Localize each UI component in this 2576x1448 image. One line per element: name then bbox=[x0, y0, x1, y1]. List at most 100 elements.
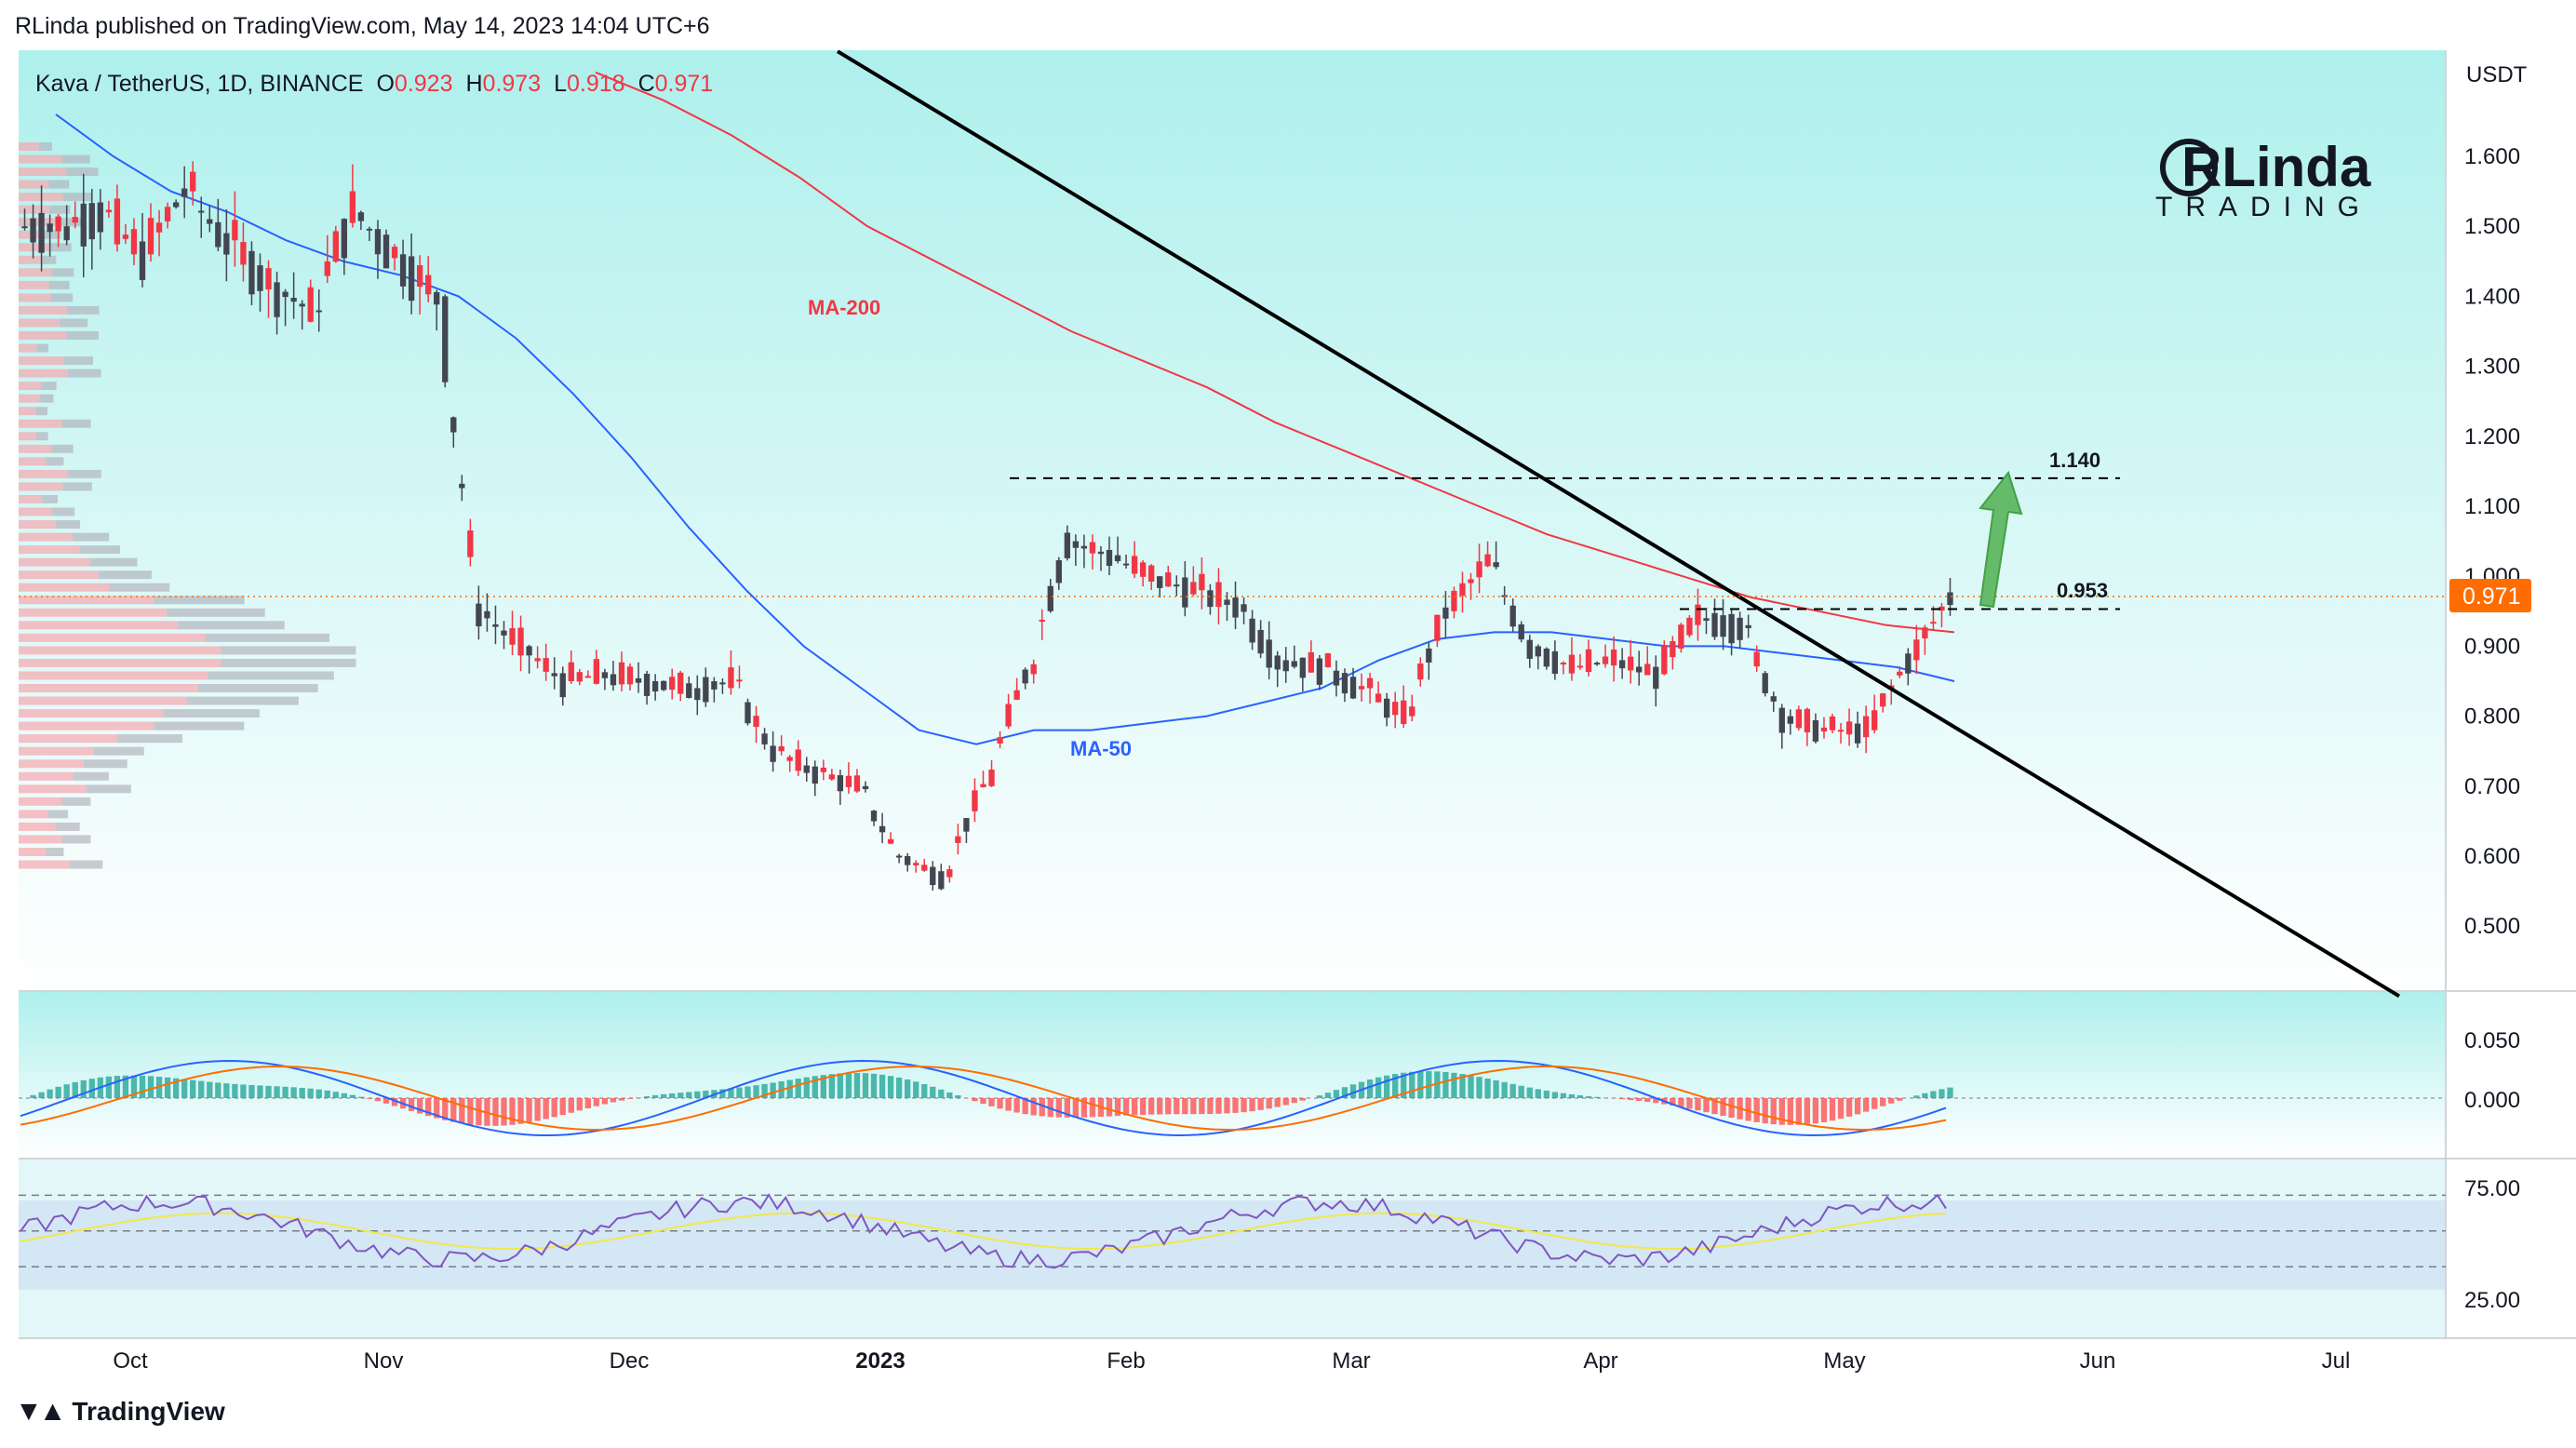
macd-histogram-bar bbox=[651, 1094, 659, 1098]
candle-body bbox=[887, 838, 894, 844]
macd-histogram-bar bbox=[1493, 1079, 1499, 1098]
candle-body bbox=[215, 221, 221, 248]
candle-body bbox=[1560, 663, 1567, 665]
trendline[interactable] bbox=[836, 49, 2401, 999]
volume-bar-up bbox=[19, 734, 117, 744]
volume-bar-down bbox=[208, 671, 334, 680]
volume-bar-down bbox=[51, 444, 74, 453]
macd-histogram-bar bbox=[905, 1079, 911, 1098]
macd-histogram-bar bbox=[601, 1098, 609, 1105]
volume-bar-up bbox=[19, 520, 56, 530]
macd-histogram-bar bbox=[147, 1076, 154, 1098]
macd-histogram-bar bbox=[1897, 1098, 1903, 1101]
candle-body bbox=[795, 749, 801, 771]
candle-body bbox=[1199, 573, 1205, 591]
candle-body bbox=[1812, 720, 1819, 742]
volume-bar-up bbox=[19, 507, 53, 516]
volume-bar-down bbox=[89, 557, 138, 567]
macd-histogram-bar bbox=[1644, 1098, 1651, 1103]
macd-histogram-bar bbox=[1568, 1093, 1576, 1098]
volume-bar-up bbox=[19, 168, 67, 177]
tradingview-icon: ▼▲ bbox=[15, 1396, 66, 1427]
macd-histogram-bar bbox=[240, 1084, 247, 1098]
macd-histogram-bar bbox=[1324, 1093, 1332, 1098]
macd-histogram-bar bbox=[1383, 1075, 1390, 1098]
candle-body bbox=[1476, 561, 1483, 578]
macd-histogram-bar bbox=[265, 1085, 272, 1098]
volume-bar-up bbox=[19, 141, 39, 151]
rsi-tick-75: 75.00 bbox=[2464, 1176, 2520, 1201]
volume-bar-up bbox=[19, 369, 69, 378]
candle-body bbox=[501, 630, 507, 636]
candle-body bbox=[223, 233, 230, 255]
macd-histogram-bar bbox=[728, 1088, 734, 1098]
ma50-line bbox=[55, 114, 1955, 745]
candle-body bbox=[1139, 562, 1147, 577]
macd-histogram-bar bbox=[895, 1077, 903, 1098]
candle-body bbox=[1728, 613, 1735, 644]
volume-bar-up bbox=[19, 469, 69, 478]
candle-body bbox=[1215, 582, 1222, 608]
macd-histogram-bar bbox=[324, 1090, 330, 1098]
volume-bar-up bbox=[19, 343, 37, 353]
candle-body bbox=[332, 231, 339, 262]
tradingview-footer[interactable]: ▼▲ TradingView bbox=[15, 1396, 225, 1428]
time-label: Oct bbox=[113, 1348, 148, 1374]
macd-histogram-bar bbox=[442, 1098, 449, 1120]
macd-histogram-bar bbox=[1913, 1095, 1920, 1098]
candle-body bbox=[736, 679, 743, 682]
candle-body bbox=[1131, 556, 1138, 574]
candle-body bbox=[1880, 693, 1886, 707]
candle-body bbox=[299, 303, 305, 307]
time-axis[interactable]: Oct Nov Dec 2023 Feb Mar Apr May Jun Jul bbox=[113, 1348, 2350, 1374]
macd-histogram-bar bbox=[1174, 1098, 1180, 1115]
candle-body bbox=[694, 688, 701, 701]
candle-body bbox=[601, 672, 609, 678]
macd-histogram-bar bbox=[543, 1098, 549, 1120]
macd-histogram-bar bbox=[1636, 1098, 1643, 1102]
macd-histogram-bar bbox=[1770, 1098, 1777, 1125]
macd-histogram-bar bbox=[1089, 1098, 1096, 1118]
candle-body bbox=[1610, 649, 1617, 666]
macd-histogram-bar bbox=[930, 1086, 936, 1098]
macd-histogram-bar bbox=[643, 1096, 651, 1098]
candle-body bbox=[1585, 649, 1592, 673]
price-axis[interactable]: 1.6001.5001.4001.3001.2001.1001.0000.900… bbox=[2464, 144, 2520, 939]
candle-body bbox=[274, 282, 280, 317]
macd-histogram-bar bbox=[1804, 1098, 1811, 1125]
volume-bar-down bbox=[55, 822, 80, 831]
volume-bar-down bbox=[166, 608, 265, 617]
volume-bar-down bbox=[221, 646, 356, 655]
candle-body bbox=[1947, 592, 1953, 606]
macd-histogram-bar bbox=[803, 1077, 810, 1098]
macd-histogram-bar bbox=[223, 1083, 230, 1098]
macd-histogram-bar bbox=[382, 1098, 390, 1104]
candle-body bbox=[248, 250, 255, 295]
volume-bar-up bbox=[19, 684, 198, 693]
candle-body bbox=[97, 202, 103, 233]
macd-histogram-bar bbox=[988, 1098, 995, 1106]
candle-body bbox=[626, 666, 634, 685]
candle-body bbox=[434, 291, 440, 305]
candle-body bbox=[1274, 655, 1281, 670]
macd-histogram-bar bbox=[1291, 1098, 1297, 1104]
candle-body bbox=[1122, 563, 1130, 566]
macd-histogram-bar bbox=[425, 1098, 432, 1117]
macd-histogram-bar bbox=[1366, 1079, 1374, 1098]
macd-histogram-bar bbox=[1064, 1098, 1070, 1118]
horizontal-levels[interactable] bbox=[19, 476, 2446, 610]
volume-bar-up bbox=[19, 721, 154, 731]
macd-histogram-bar bbox=[332, 1092, 339, 1098]
volume-bar-up bbox=[19, 243, 51, 252]
macd-histogram-bar bbox=[1670, 1098, 1676, 1106]
time-label: Jun bbox=[2080, 1348, 2116, 1374]
candle-body bbox=[1787, 716, 1793, 724]
macd-histogram-bar bbox=[38, 1092, 45, 1098]
macd-histogram-bar bbox=[1862, 1098, 1870, 1112]
candle-body bbox=[1551, 650, 1559, 675]
macd-histogram-bar bbox=[997, 1098, 1003, 1109]
macd-histogram-bar bbox=[745, 1086, 751, 1098]
candle-body bbox=[1862, 716, 1870, 738]
macd-histogram-bar bbox=[719, 1089, 726, 1098]
